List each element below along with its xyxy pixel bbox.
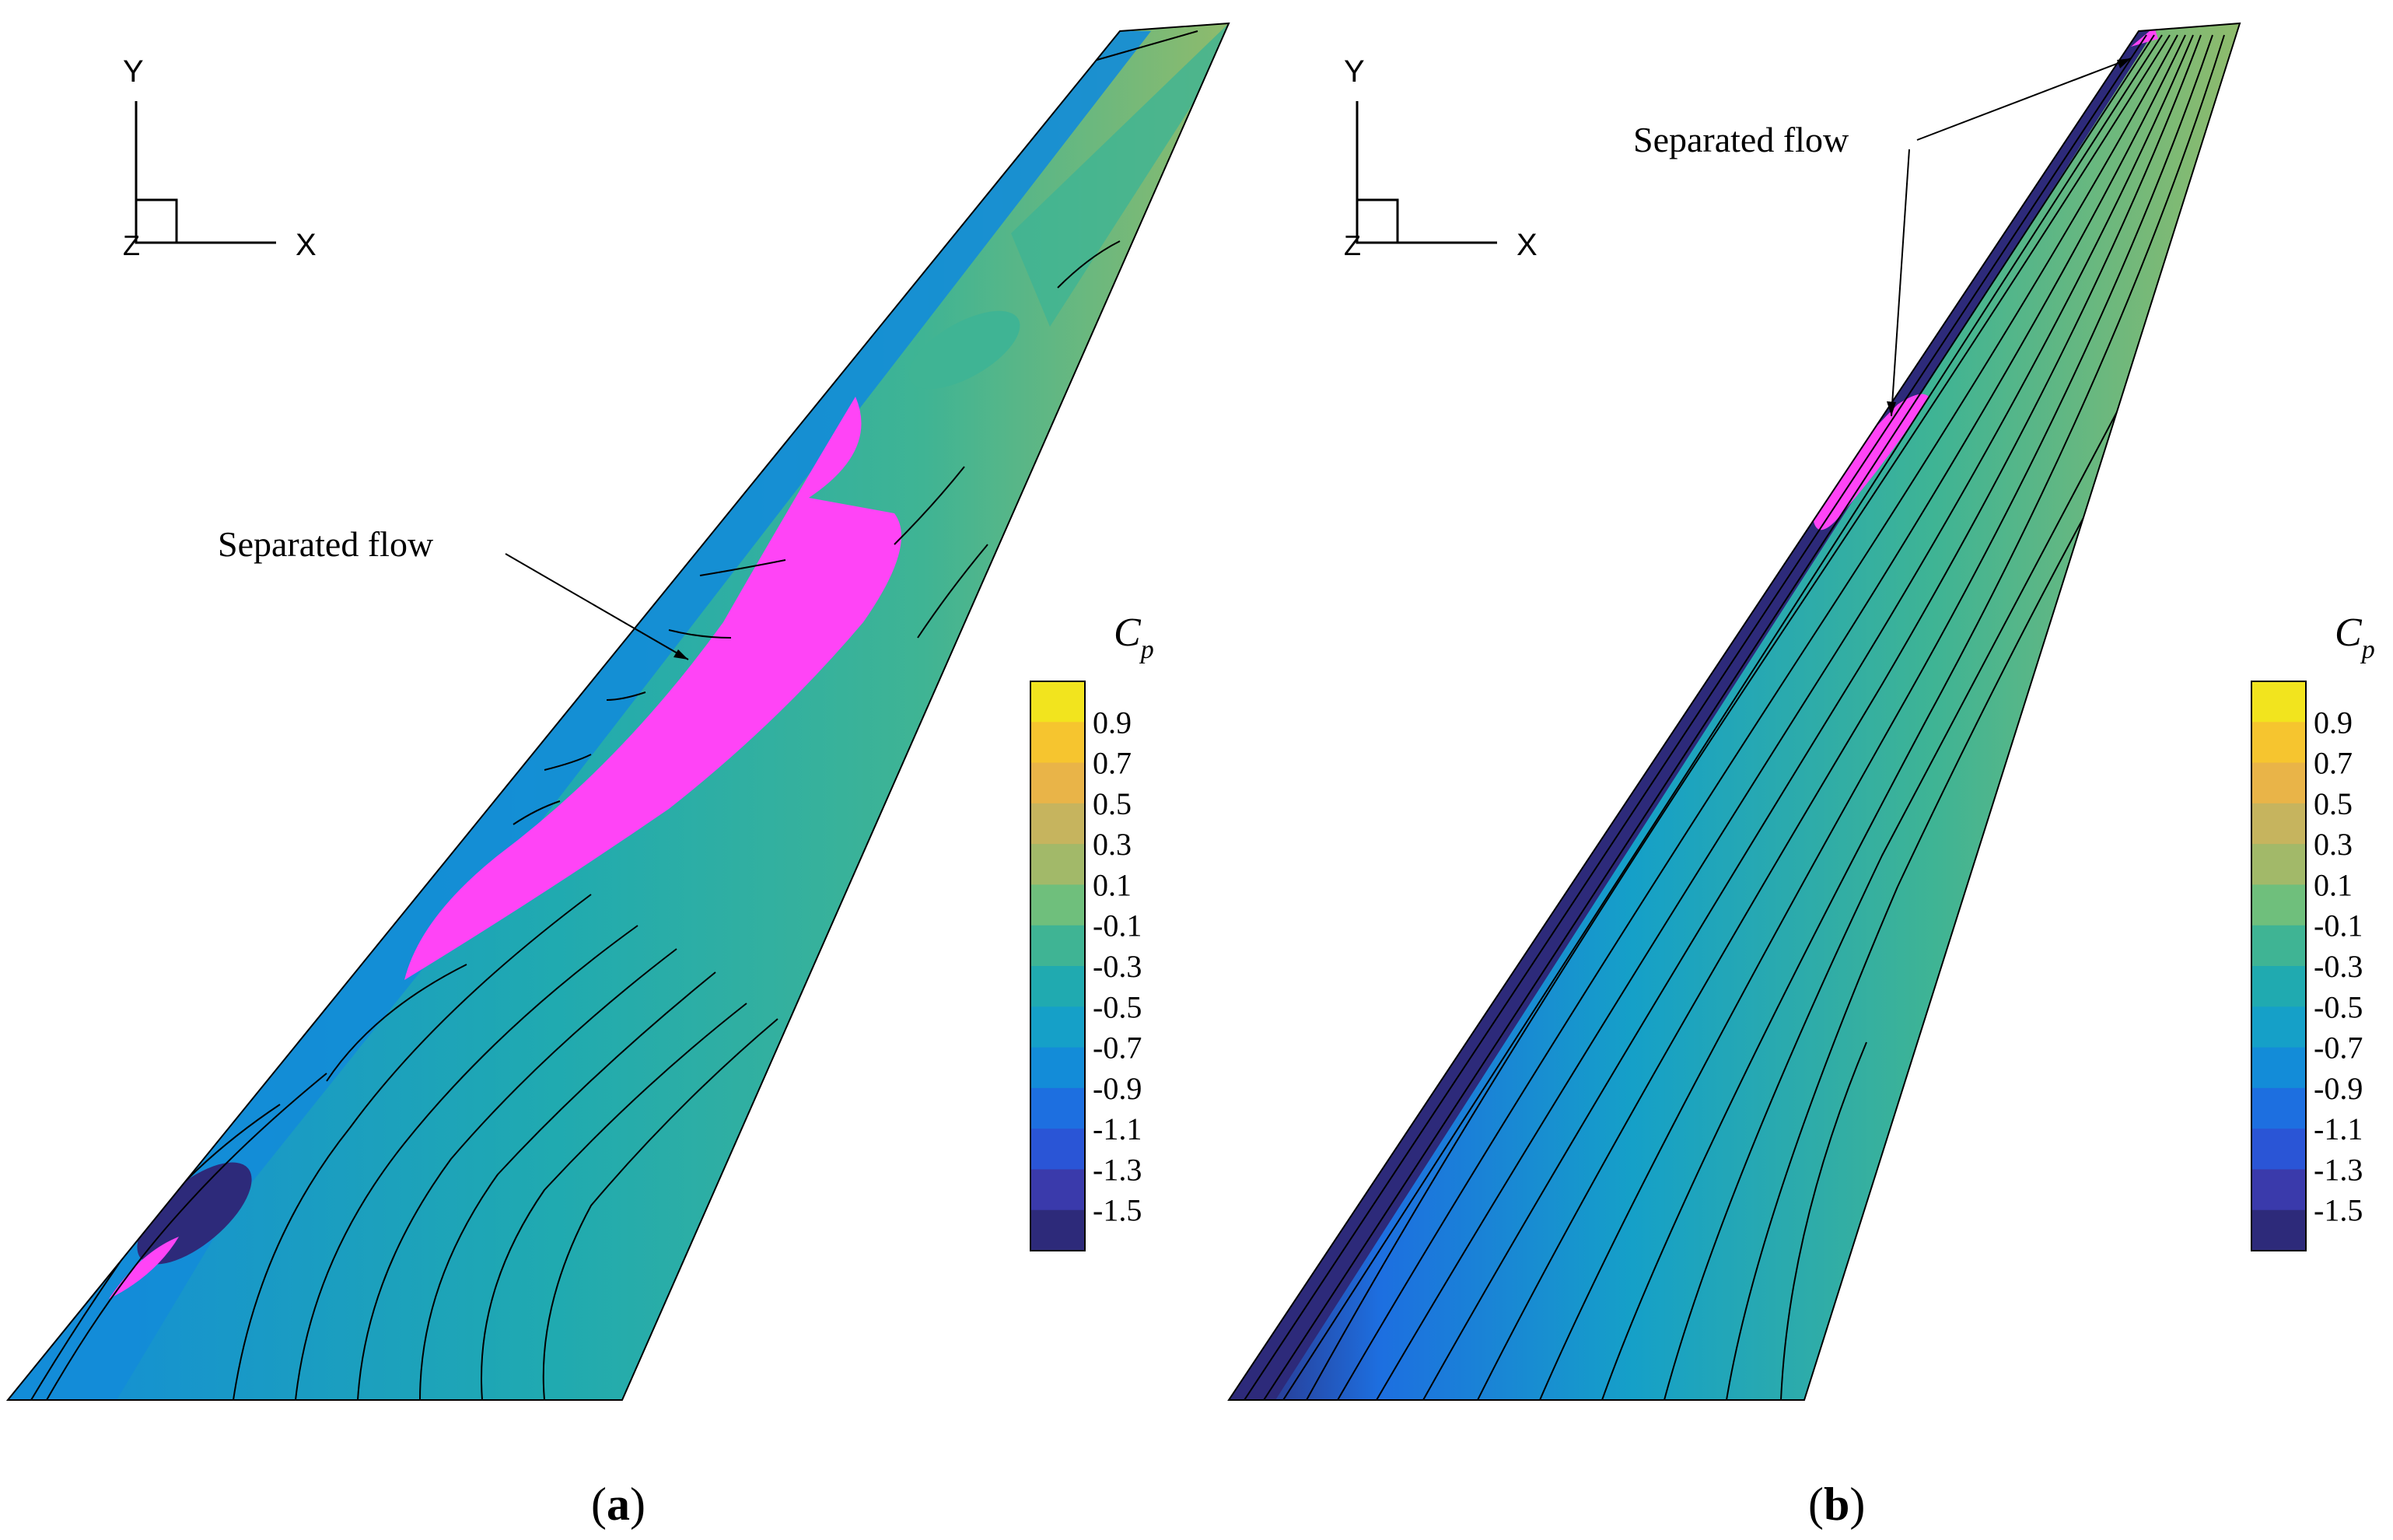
- panel-b-colorbar-label: -0.5: [2314, 989, 2363, 1024]
- panel-a-colorbar-swatch: [1030, 844, 1085, 885]
- panel-a-colorbar-label: -1.1: [1093, 1111, 1142, 1146]
- panel-b-colorbar-swatch: [2251, 844, 2306, 885]
- panel-b-caption: (b): [1808, 1479, 1866, 1530]
- panel-a-colorbar-label: 0.7: [1093, 746, 1132, 781]
- panel-a-axis-y-label: Y: [123, 54, 144, 89]
- panel-a-axis-z-label: Z: [123, 229, 140, 261]
- panel-a-contours: [30, 30, 1198, 1400]
- panel-b-colorbar-label: -0.3: [2314, 949, 2363, 984]
- panel-a-separated-region: [404, 397, 901, 980]
- panel-b-contours: [1244, 34, 2225, 1400]
- panel-b-colorbar-swatch: [2251, 1129, 2306, 1170]
- panel-a-colorbar-swatch: [1030, 1006, 1085, 1048]
- panel-b-colorbar-label: 0.7: [2314, 746, 2353, 781]
- panel-a-colorbar-label: -0.7: [1093, 1031, 1142, 1066]
- panel-b-axis-x-label: X: [1517, 228, 1538, 262]
- panel-a-axis-triad: [135, 101, 276, 244]
- panel-a-suction-peak: [137, 1162, 252, 1265]
- panel-a-colorbar-swatch: [1030, 884, 1085, 926]
- panel-b-colorbar-label: -1.3: [2314, 1152, 2363, 1187]
- panel-b-colorbar-label: -0.7: [2314, 1031, 2363, 1066]
- panel-b-colorbar-swatch: [2251, 1209, 2306, 1251]
- panel-b-axis-z-label: Z: [1344, 229, 1361, 261]
- panel-b-colorbar-label: -0.1: [2314, 908, 2363, 943]
- panel-b-colorbar-swatch: [2251, 1087, 2306, 1129]
- panel-a-colorbar-label: 0.9: [1093, 705, 1132, 740]
- panel-a-wing-outline: [5, 22, 1230, 1401]
- panel-a-legend-title: Cp: [1114, 611, 1154, 664]
- panel-a-colorbar-frame: [1030, 681, 1086, 1251]
- panel-b-wing: [1227, 22, 2241, 1401]
- panel-a-separated-tip: [109, 1237, 179, 1299]
- panel-a-colorbar-swatch: [1030, 762, 1085, 804]
- panel-b-annotation-arrow-2: [1891, 149, 1910, 417]
- panel-a-colorbar-swatch: [1030, 1169, 1085, 1211]
- panel-b-legend-title: Cp: [2335, 611, 2375, 664]
- panel-a-colorbar-label: 0.1: [1093, 867, 1132, 902]
- panel-a-colorbar: 0.9 0.7 0.5 0.3 0.1 -0.1 -0.3 -0.5 -0.7 -0.9 -1.1 -…: [1030, 681, 1142, 1251]
- panel-b-colorbar-label: -0.9: [2314, 1071, 2363, 1106]
- panel-a-colorbar-label: -0.5: [1093, 989, 1142, 1024]
- panel-b-colorbar-label: 0.1: [2314, 867, 2353, 902]
- panel-b-colorbar-label: 0.9: [2314, 705, 2353, 740]
- panel-b-annotation: Separated flow: [1633, 120, 1849, 159]
- panel-a-separated-streaks: [513, 559, 786, 825]
- panel-a-colorbar-label: 0.3: [1093, 827, 1132, 862]
- panel-a-colorbar-swatch: [1030, 925, 1085, 967]
- panel-b-annotation-arrow-1: [1916, 58, 2132, 141]
- panel-b-colorbar-swatch: [2251, 1006, 2306, 1048]
- panel-a-annotation-arrow: [505, 553, 689, 660]
- panel-a-annotation: Separated flow: [218, 524, 434, 564]
- panel-b-axis-triad: [1356, 101, 1497, 244]
- panel-b-colorbar-swatch: [2251, 884, 2306, 926]
- panel-a-colorbar-swatch: [1030, 966, 1085, 1007]
- panel-a-colorbar-swatch: [1030, 722, 1085, 764]
- panel-b-arrowhead-1: [2117, 58, 2131, 68]
- panel-b-colorbar-swatch: [2251, 966, 2306, 1007]
- panel-b-colorbar: 0.9 0.7 0.5 0.3 0.1 -0.1 -0.3 -0.5 -0.7 -0.9 -1.1 -…: [2251, 681, 2363, 1251]
- panel-a-colorbar-swatch: [1030, 803, 1085, 845]
- panel-b-colorbar-swatch: [2251, 803, 2306, 845]
- panel-b-colorbar-swatch: [2251, 681, 2306, 723]
- panel-a-colorbar-label: -1.3: [1093, 1152, 1142, 1187]
- panel-b-axis-y-label: Y: [1344, 54, 1365, 89]
- panel-b-colorbar-label: -1.1: [2314, 1111, 2363, 1146]
- panel-b-colorbar-swatch: [2251, 1047, 2306, 1089]
- panel-a-axis-x-label: X: [296, 228, 317, 262]
- panel-b-colorbar-swatch: [2251, 722, 2306, 764]
- panel-a-colorbar-swatch: [1030, 681, 1085, 723]
- panel-a-low-pressure-band: [8, 31, 1151, 1400]
- panel-b-colorbar-swatch: [2251, 925, 2306, 967]
- panel-a-arrowhead: [673, 649, 688, 660]
- panel-a-caption: (a): [591, 1479, 645, 1530]
- panel-a-colorbar-swatch: [1030, 1047, 1085, 1089]
- panel-b-colorbar-swatch: [2251, 762, 2306, 804]
- panel-a-wing: [5, 22, 1230, 1401]
- panel-a-outer-green: [1011, 23, 1229, 327]
- panel-b-colorbar-label: -1.5: [2314, 1193, 2363, 1228]
- panel-b-wing-outline: [1227, 22, 2241, 1401]
- panel-a-colorbar-label: -0.3: [1093, 949, 1142, 984]
- panel-b-colorbar-frame: [2251, 681, 2307, 1251]
- panel-b-colorbar-swatch: [2251, 1169, 2306, 1211]
- panel-b-arrowhead-2: [1887, 401, 1896, 416]
- panel-a-green-patch: [908, 310, 1020, 390]
- panel-a-colorbar-label: 0.5: [1093, 786, 1132, 821]
- panel-b-colorbar-label: 0.3: [2314, 827, 2353, 862]
- panel-b-colorbar-label: 0.5: [2314, 786, 2353, 821]
- panel-a-colorbar-label: -0.9: [1093, 1071, 1142, 1106]
- panel-a-colorbar-label: -1.5: [1093, 1193, 1142, 1228]
- panel-a-colorbar-swatch: [1030, 1129, 1085, 1170]
- panel-a-colorbar-label: -0.1: [1093, 908, 1142, 943]
- panel-a-colorbar-swatch: [1030, 1209, 1085, 1251]
- panel-a-colorbar-swatch: [1030, 1087, 1085, 1129]
